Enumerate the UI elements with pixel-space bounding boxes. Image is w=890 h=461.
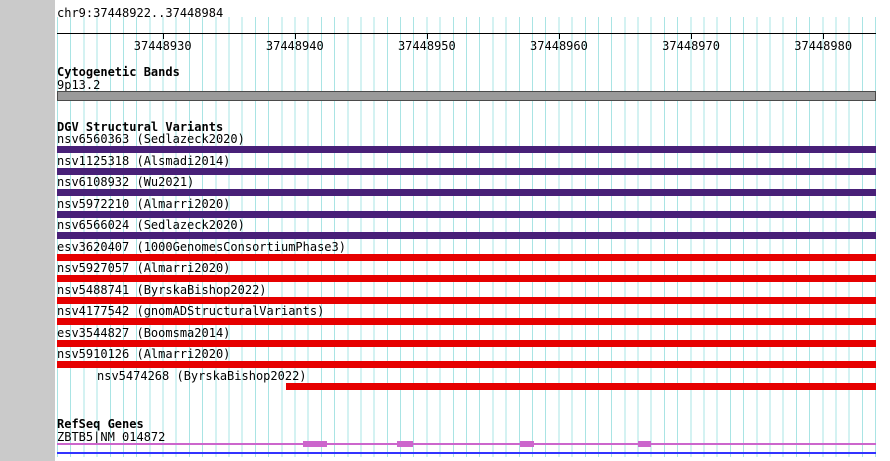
- variant-row: esv3620407 (1000GenomesConsortiumPhase3): [57, 241, 876, 262]
- dgv-section-title: DGV Structural Variants: [57, 120, 224, 134]
- ruler-tick-label: 37448940: [265, 39, 324, 53]
- exon-block[interactable]: [638, 441, 651, 447]
- variant-row: nsv5910126 (Almarri2020): [57, 348, 876, 369]
- variant-bar[interactable]: [57, 318, 876, 325]
- variant-row: nsv5488741 (ByrskaBishop2022): [57, 284, 876, 305]
- variant-label: nsv5927057 (Almarri2020): [57, 261, 231, 275]
- ruler-tick: [294, 33, 296, 39]
- variant-bar[interactable]: [57, 210, 876, 218]
- cytoband-section-title: Cytogenetic Bands: [57, 65, 180, 79]
- variant-row: nsv4177542 (gnomADStructuralVariants): [57, 305, 876, 326]
- variant-row: nsv5972210 (Almarri2020): [57, 198, 876, 219]
- variant-row: esv3544827 (Boomsma2014): [57, 327, 876, 348]
- variant-bar[interactable]: [57, 167, 876, 175]
- gene-base-line[interactable]: [57, 443, 876, 445]
- variant-label: nsv5972210 (Almarri2020): [57, 196, 231, 211]
- gene-label: ZBTB5|NM_014872: [57, 430, 166, 444]
- variant-row: nsv6108932 (Wu2021): [57, 176, 876, 197]
- ruler-tick: [162, 33, 164, 39]
- variant-bar[interactable]: [57, 189, 876, 196]
- variant-label: nsv6566024 (Sedlazeck2020): [57, 218, 245, 232]
- variant-row: nsv5474268 (ByrskaBishop2022): [57, 370, 876, 391]
- cytoband-name: 9p13.2: [57, 78, 101, 92]
- variant-row: nsv6560363 (Sedlazeck2020): [57, 133, 876, 154]
- ruler-tick-label: 37448930: [133, 39, 192, 53]
- ruler-axis: [57, 33, 876, 34]
- variant-bar[interactable]: [57, 275, 876, 282]
- variant-bar[interactable]: [57, 146, 876, 153]
- variant-bar[interactable]: [57, 232, 876, 239]
- variant-row: nsv6566024 (Sedlazeck2020): [57, 219, 876, 240]
- ruler-tick-label: 37448950: [397, 39, 456, 53]
- variant-label: nsv4177542 (gnomADStructuralVariants): [57, 304, 325, 318]
- variant-row: nsv1125318 (Alsmadi2014): [57, 155, 876, 176]
- left-gutter: [0, 0, 55, 461]
- variant-label: nsv5488741 (ByrskaBishop2022): [57, 282, 267, 297]
- position-label: chr9:37448922..37448984: [57, 6, 224, 20]
- ruler-tick-label: 37448960: [530, 39, 588, 53]
- ruler-tick: [823, 33, 825, 39]
- exon-block[interactable]: [302, 441, 328, 447]
- exon-block[interactable]: [396, 441, 414, 447]
- dgv-track: nsv6560363 (Sedlazeck2020) nsv1125318 (Al…: [57, 133, 876, 393]
- ruler-tick-label: 37448970: [662, 39, 720, 53]
- refseq-section-title: RefSeq Genes: [57, 417, 144, 431]
- variant-label: nsv6108932 (Wu2021): [57, 175, 195, 189]
- variant-bar[interactable]: [57, 361, 876, 368]
- variant-bar[interactable]: [57, 296, 876, 304]
- bottom-rule: [57, 452, 876, 454]
- variant-bar[interactable]: [57, 253, 876, 261]
- variant-label: nsv5910126 (Almarri2020): [57, 347, 231, 361]
- exon-block[interactable]: [519, 441, 535, 447]
- variant-label: esv3544827 (Boomsma2014): [57, 325, 231, 340]
- ruler-tick: [691, 33, 693, 39]
- variant-label: nsv5474268 (ByrskaBishop2022): [97, 368, 307, 383]
- cytoband-bar[interactable]: [57, 91, 876, 101]
- ruler-tick: [558, 33, 560, 39]
- variant-label: nsv1125318 (Alsmadi2014): [57, 153, 231, 168]
- gene-line[interactable]: [57, 441, 876, 447]
- variant-label: nsv6560363 (Sedlazeck2020): [57, 132, 245, 146]
- ruler-tick: [426, 33, 428, 39]
- variant-row: nsv5927057 (Almarri2020): [57, 262, 876, 283]
- ruler: 37448930 37448940 37448950 37448960 37448970…: [57, 33, 876, 55]
- variant-bar[interactable]: [57, 339, 876, 347]
- variant-label: esv3620407 (1000GenomesConsortiumPhase3): [57, 239, 346, 254]
- variant-bar[interactable]: [286, 382, 876, 390]
- ruler-tick-label: 37448980: [794, 39, 853, 53]
